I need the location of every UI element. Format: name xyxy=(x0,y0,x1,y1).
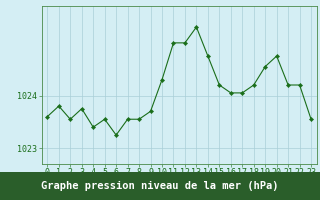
Text: Graphe pression niveau de la mer (hPa): Graphe pression niveau de la mer (hPa) xyxy=(41,181,279,191)
